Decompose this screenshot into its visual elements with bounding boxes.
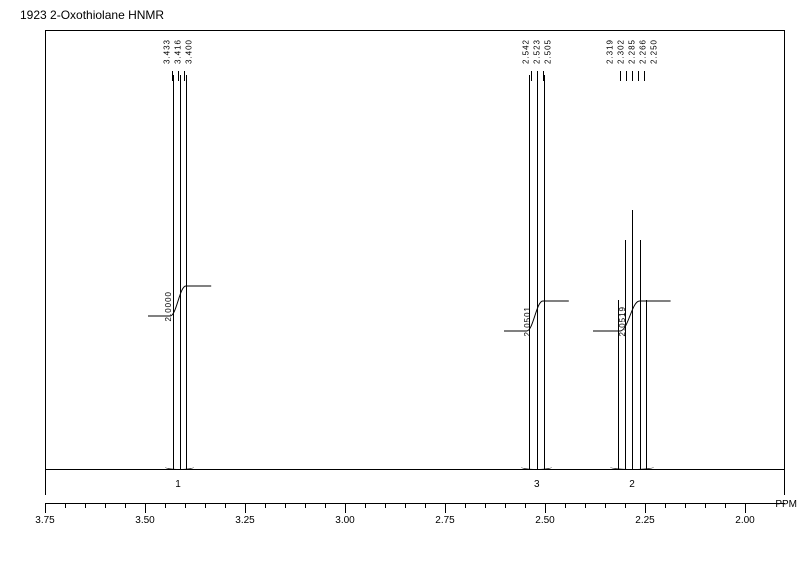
- axis-major-tick: [645, 503, 646, 513]
- peak-ppm-label: 3.433: [163, 39, 172, 64]
- axis-minor-tick: [505, 503, 506, 508]
- axis-minor-tick: [285, 503, 286, 508]
- axis-minor-tick: [405, 503, 406, 508]
- axis-unit-label: PPM: [775, 499, 797, 510]
- peak-label-group: 3.4333.4163.400: [162, 39, 195, 69]
- axis-tick-label: 3.75: [35, 515, 54, 526]
- axis-major-tick: [745, 503, 746, 513]
- nmr-peak: [173, 75, 174, 470]
- axis-minor-tick: [485, 503, 486, 508]
- peak-number: 3: [534, 479, 540, 490]
- peak-label-tick: [172, 71, 173, 81]
- axis-tick-label: 3.00: [335, 515, 354, 526]
- peak-base: [521, 464, 552, 470]
- peak-number: 1: [175, 479, 181, 490]
- nmr-peak: [529, 75, 530, 470]
- axis-minor-tick: [105, 503, 106, 508]
- axis-major-tick: [345, 503, 346, 513]
- integral-value: 2.0501: [523, 306, 532, 336]
- axis-minor-tick: [465, 503, 466, 508]
- axis-major-tick: [445, 503, 446, 513]
- peak-label-tick: [543, 71, 544, 81]
- axis-minor-tick: [125, 503, 126, 508]
- axis-minor-tick: [705, 503, 706, 508]
- peak-base: [165, 464, 194, 470]
- axis-major-tick: [545, 503, 546, 513]
- nmr-peak: [640, 240, 641, 470]
- integral-value: 2.0000: [164, 291, 173, 321]
- integral-value: 2.0519: [618, 306, 627, 336]
- nmr-peak: [632, 210, 633, 470]
- peak-label-tick: [531, 71, 532, 81]
- axis-minor-tick: [685, 503, 686, 508]
- peak-number: 2: [629, 479, 635, 490]
- axis-minor-tick: [265, 503, 266, 508]
- axis-minor-tick: [425, 503, 426, 508]
- peak-label-tick: [537, 71, 538, 81]
- plot-area: 3.4333.4163.400 2.5422.5232.505 2.3192.302…: [45, 30, 785, 495]
- axis-tick-label: 3.25: [235, 515, 254, 526]
- axis-minor-tick: [325, 503, 326, 508]
- axis-minor-tick: [385, 503, 386, 508]
- axis-minor-tick: [305, 503, 306, 508]
- peak-base: [610, 464, 654, 470]
- peak-ppm-label: 2.542: [521, 39, 530, 64]
- axis-minor-tick: [625, 503, 626, 508]
- nmr-peak: [537, 75, 538, 470]
- axis-minor-tick: [725, 503, 726, 508]
- nmr-peak: [180, 75, 181, 470]
- integral-curve: [504, 296, 569, 336]
- axis-major-tick: [145, 503, 146, 513]
- axis-major-tick: [45, 503, 46, 513]
- axis-tick-label: 2.00: [735, 515, 754, 526]
- axis-major-tick: [245, 503, 246, 513]
- peak-ppm-label: 3.400: [185, 39, 194, 64]
- x-axis: 3.753.503.253.002.752.502.252.00: [45, 503, 785, 523]
- integral-curve: [148, 281, 211, 321]
- axis-minor-tick: [185, 503, 186, 508]
- axis-minor-tick: [85, 503, 86, 508]
- spectrum-title: 1923 2-Oxothiolane HNMR: [20, 8, 164, 22]
- axis-tick-label: 2.50: [535, 515, 554, 526]
- peak-ppm-label: 2.250: [650, 39, 659, 64]
- peak-label-tick: [632, 71, 633, 81]
- peak-label-tick: [184, 71, 185, 81]
- axis-tick-label: 2.75: [435, 515, 454, 526]
- peak-ppm-label: 2.266: [639, 39, 648, 64]
- peak-ppm-label: 2.302: [617, 39, 626, 64]
- peak-label-group: 2.5422.5232.505: [520, 39, 553, 69]
- axis-tick-label: 2.25: [635, 515, 654, 526]
- nmr-peak: [186, 75, 187, 470]
- nmr-peak: [625, 240, 626, 470]
- axis-minor-tick: [665, 503, 666, 508]
- peak-label-tick: [626, 71, 627, 81]
- peak-ppm-label: 2.285: [628, 39, 637, 64]
- axis-minor-tick: [525, 503, 526, 508]
- peak-ppm-label: 2.523: [532, 39, 541, 64]
- peak-label-tick: [644, 71, 645, 81]
- peak-label-tick: [638, 71, 639, 81]
- spectrum-baseline: [46, 469, 784, 470]
- nmr-peak: [544, 75, 545, 470]
- axis-minor-tick: [65, 503, 66, 508]
- axis-minor-tick: [225, 503, 226, 508]
- axis-minor-tick: [165, 503, 166, 508]
- peak-ppm-label: 2.319: [606, 39, 615, 64]
- axis-minor-tick: [585, 503, 586, 508]
- axis-tick-label: 3.50: [135, 515, 154, 526]
- peak-label-tick: [178, 71, 179, 81]
- axis-minor-tick: [565, 503, 566, 508]
- axis-minor-tick: [365, 503, 366, 508]
- peak-ppm-label: 2.505: [543, 39, 552, 64]
- axis-line: [45, 503, 785, 504]
- axis-minor-tick: [605, 503, 606, 508]
- axis-minor-tick: [205, 503, 206, 508]
- peak-label-tick: [620, 71, 621, 81]
- peak-label-group: 2.3192.3022.2852.2662.250: [605, 39, 660, 69]
- integral-curve: [593, 296, 671, 336]
- peak-ppm-label: 3.416: [174, 39, 183, 64]
